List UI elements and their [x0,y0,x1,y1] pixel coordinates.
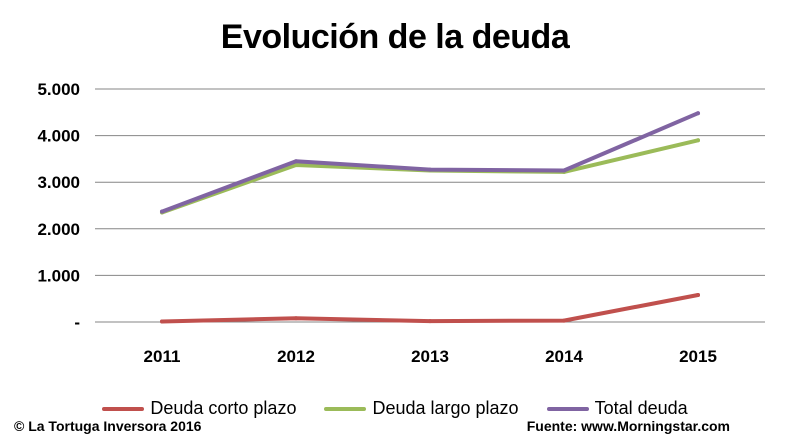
series-line [160,111,700,214]
data-point [294,316,298,321]
data-point [160,319,164,324]
data-point [696,292,700,297]
y-tick-label: 3.000 [37,173,80,192]
copyright-credit: © La Tortuga Inversora 2016 [14,418,202,434]
legend-swatch [324,406,367,411]
x-tick-label: 2013 [411,347,449,366]
x-tick-label: 2012 [277,347,315,366]
data-point [294,162,298,167]
y-tick-label: 1.000 [37,266,80,285]
data-point [294,159,298,164]
legend-swatch [546,406,589,411]
legend-label: Deuda corto plazo [150,398,297,418]
data-point [696,138,700,143]
legend-swatch [102,406,145,411]
data-point [696,111,700,116]
data-point [562,168,566,173]
series-line [160,138,700,215]
data-point [428,167,432,172]
series-line [160,293,700,324]
legend-item-deuda-corto: Deuda corto plazo [102,398,296,419]
y-tick-label: 4.000 [37,127,80,146]
data-point [428,319,432,324]
legend-item-deuda-largo: Deuda largo plazo [324,398,519,419]
x-tick-label: 2015 [679,347,717,366]
legend-item-total-deuda: Total deuda [546,398,688,419]
y-tick-label: 5.000 [37,80,80,99]
legend: Deuda corto plazo Deuda largo plazo Tota… [0,398,790,419]
x-tick-label: 2011 [144,347,181,366]
legend-label: Total deuda [594,398,688,418]
y-tick-label: - [74,313,80,332]
y-tick-label: 2.000 [37,220,80,239]
data-point [562,318,566,323]
legend-label: Deuda largo plazo [372,398,519,418]
chart-title: Evolución de la deuda [220,18,570,56]
x-tick-label: 2014 [545,347,583,366]
source-credit: Fuente: www.Morningstar.com [526,418,730,434]
data-point [160,209,164,214]
